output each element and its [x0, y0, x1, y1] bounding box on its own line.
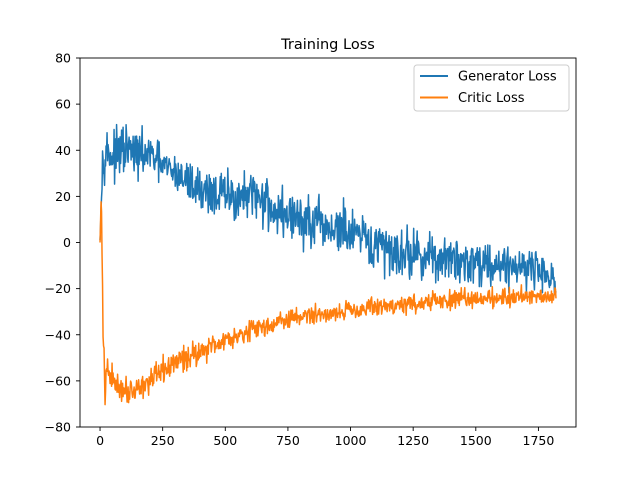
legend-label: Generator Loss: [458, 70, 557, 85]
y-tick-label: 40: [55, 143, 71, 158]
x-axis: 0 250 500 750 1000 1250 1500 1750: [96, 427, 554, 448]
y-tick-label: 20: [55, 189, 71, 204]
y-axis: −80 −60 −40 −20 0 20 40 60 80: [45, 51, 80, 435]
series-layer: [99, 123, 557, 406]
y-tick-label: −80: [45, 420, 71, 435]
x-tick-label: 1500: [460, 433, 492, 448]
x-tick-label: 1250: [397, 433, 429, 448]
x-tick-label: 750: [276, 433, 300, 448]
y-tick-label: −60: [45, 373, 71, 388]
x-tick-label: 1000: [335, 433, 367, 448]
y-tick-label: −40: [45, 327, 71, 342]
chart-title: Training Loss: [280, 37, 375, 53]
series-line-critic-loss: [99, 201, 557, 406]
x-tick-label: 500: [213, 433, 237, 448]
series-line-generator-loss: [99, 123, 557, 296]
legend: Generator Loss Critic Loss: [413, 64, 570, 112]
legend-label: Critic Loss: [458, 91, 525, 106]
x-tick-label: 0: [96, 433, 104, 448]
y-tick-label: 0: [63, 235, 71, 250]
x-tick-label: 250: [151, 433, 175, 448]
y-tick-label: 80: [55, 51, 71, 66]
y-tick-label: 60: [55, 97, 71, 112]
y-tick-label: −20: [45, 281, 71, 296]
legend-box: [413, 64, 570, 112]
x-tick-label: 1750: [523, 433, 555, 448]
